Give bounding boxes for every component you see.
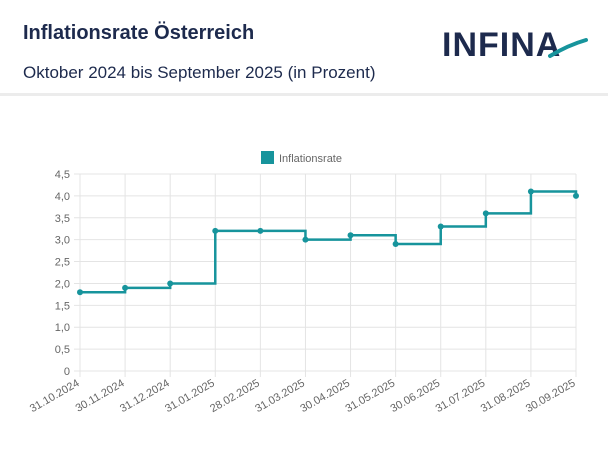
data-point: [392, 241, 399, 248]
chart-header: Inflationsrate Österreich Oktober 2024 b…: [0, 0, 608, 96]
y-tick-label: 2,0: [55, 278, 70, 290]
x-tick-label: 30.11.2024: [74, 377, 127, 415]
data-point: [527, 188, 534, 195]
data-point: [302, 236, 309, 243]
x-tick-label: 31.05.2025: [343, 377, 397, 415]
y-tick-label: 0,5: [55, 344, 70, 356]
x-tick-label: 31.10.2024: [28, 377, 82, 415]
data-point: [212, 227, 219, 234]
series-line-inflationsrate: [80, 190, 578, 294]
x-tick-label: 31.08.2025: [479, 377, 533, 415]
data-point: [347, 232, 354, 239]
y-tick-label: 1,0: [55, 322, 70, 334]
data-point: [77, 289, 83, 296]
data-point: [167, 280, 174, 287]
page-title: Inflationsrate Österreich: [23, 22, 255, 44]
legend-swatch: [261, 151, 274, 164]
data-point: [122, 284, 129, 291]
infina-logo: INFINA: [442, 26, 562, 64]
x-tick-label: 30.04.2025: [298, 377, 352, 415]
y-tick-label: 2,5: [55, 257, 70, 269]
x-tick-label: 31.12.2024: [118, 377, 172, 415]
data-point: [257, 227, 264, 234]
x-tick-label: 30.09.2025: [524, 377, 578, 415]
y-tick-label: 3,0: [55, 235, 70, 247]
data-point: [482, 210, 489, 217]
y-tick-label: 0: [64, 366, 70, 378]
x-tick-label: 28.02.2025: [208, 377, 262, 415]
data-point: [573, 192, 579, 199]
y-tick-label: 1,5: [55, 300, 70, 312]
x-tick-label: 31.01.2025: [163, 377, 217, 415]
y-tick-label: 4,0: [55, 191, 70, 203]
y-tick-label: 3,5: [55, 213, 70, 225]
x-tick-label: 31.07.2025: [434, 377, 488, 415]
data-point: [437, 223, 444, 230]
legend-label: Inflationsrate: [279, 153, 342, 165]
inflation-chart: 00,51,01,52,02,53,03,54,04,531.10.202430…: [28, 151, 579, 415]
logo-swoosh-icon: [548, 38, 588, 58]
y-tick-label: 4,5: [55, 169, 70, 181]
x-tick-label: 30.06.2025: [389, 377, 443, 415]
page-subtitle: Oktober 2024 bis September 2025 (in Proz…: [23, 63, 376, 82]
x-tick-label: 31.03.2025: [253, 377, 307, 415]
